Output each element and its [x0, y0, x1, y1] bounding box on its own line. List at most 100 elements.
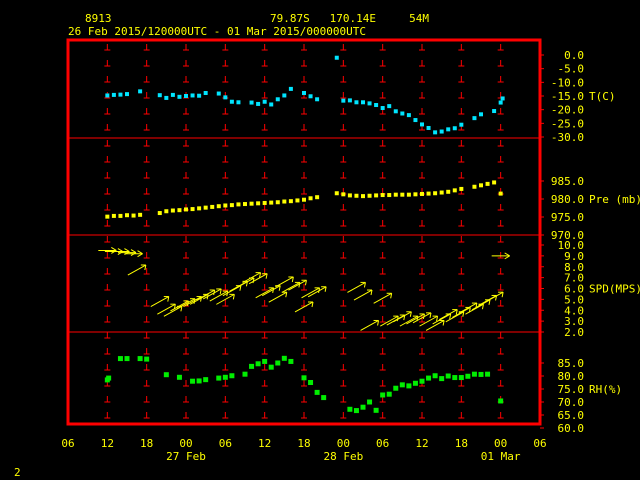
pressure-point: [210, 204, 215, 209]
humidity-point: [106, 375, 112, 381]
humidity-point: [347, 406, 353, 412]
wind-arrow: [268, 291, 288, 303]
temperature-point: [315, 97, 320, 102]
pressure-point: [282, 199, 287, 204]
wind-arrow: [491, 252, 510, 260]
temperature-point: [500, 96, 505, 101]
pressure-point: [184, 207, 188, 212]
wind-arrow: [242, 272, 262, 284]
humidity-point: [393, 385, 399, 391]
humidity-point: [478, 371, 484, 377]
temperature-point: [433, 130, 438, 135]
y-tick-label: 65.0: [558, 409, 585, 422]
pressure-point: [111, 213, 116, 218]
pressure-point: [439, 190, 444, 195]
humidity-point: [353, 408, 359, 414]
humidity-point: [426, 375, 432, 381]
x-tick-label: 00: [179, 437, 192, 450]
temperature-point: [275, 97, 280, 102]
humidity-point: [399, 382, 405, 388]
x-tick-label: 06: [61, 437, 74, 450]
pressure-point: [256, 201, 261, 206]
temperature-point: [498, 100, 503, 105]
pressure-point: [164, 209, 169, 214]
humidity-point: [124, 356, 130, 362]
temperature-point: [282, 93, 287, 98]
humidity-point: [229, 373, 235, 379]
temperature-point: [249, 100, 254, 105]
temperature-point: [479, 112, 483, 117]
temperature-point: [367, 101, 372, 106]
humidity-point: [144, 356, 150, 362]
pressure-point: [249, 201, 254, 206]
wind-arrow: [360, 319, 380, 331]
temperature-point: [472, 116, 477, 121]
pressure-point: [170, 208, 175, 213]
y-tick-label: -25.0: [551, 117, 584, 130]
wind-arrow: [288, 279, 307, 291]
temperature-point: [492, 109, 497, 114]
panel-label: RH(%): [589, 383, 622, 396]
wind-arrow: [176, 298, 196, 310]
pressure-point: [125, 213, 129, 218]
grid-layer: [104, 44, 504, 420]
humidity-point: [458, 375, 464, 381]
temperature-point: [190, 93, 195, 98]
pressure-point: [275, 200, 280, 205]
y-tick-label: 85.0: [558, 357, 585, 370]
pressure-point: [203, 205, 208, 210]
axis-layer: 06 12 18 00 06 12 18 00 06 12 18 00 06 27 Feb 28 Feb 01…: [61, 38, 640, 463]
temperature-point: [374, 103, 379, 108]
pressure-point: [492, 180, 497, 185]
humidity-point: [321, 395, 327, 401]
date-label: 27 Feb: [166, 450, 206, 463]
temperature-point: [413, 118, 418, 123]
y-tick-label: 985.0: [551, 175, 584, 188]
pressure-point: [262, 200, 267, 205]
y-tick-label: 10.0: [558, 239, 585, 252]
humidity-point: [419, 378, 425, 384]
wind-arrow: [170, 300, 189, 312]
pressure-point: [216, 204, 221, 209]
humidity-point: [471, 371, 477, 377]
y-tick-label: -30.0: [551, 131, 584, 144]
humidity-point: [498, 398, 504, 404]
y-tick-label: 75.0: [558, 383, 585, 396]
wind-arrow: [347, 281, 366, 293]
humidity-point: [373, 407, 379, 413]
temperature-point: [138, 89, 143, 94]
wind-arrow: [412, 312, 432, 324]
temperature-point: [354, 100, 359, 105]
pressure-point: [243, 202, 247, 207]
pressure-point: [367, 193, 372, 198]
pressure-point: [157, 211, 162, 216]
y-tick-label: 980.0: [551, 193, 584, 206]
temperature-point: [223, 95, 228, 100]
pressure-point: [400, 192, 405, 197]
humidity-point: [268, 364, 274, 370]
date-label: 28 Feb: [323, 450, 363, 463]
temperature-point: [105, 93, 110, 98]
x-tick-label: 12: [101, 437, 114, 450]
temperature-point: [426, 125, 431, 130]
temperature-point: [157, 93, 162, 98]
pressure-point: [118, 213, 123, 218]
temperature-point: [229, 99, 234, 104]
temperature-point: [439, 129, 444, 134]
wind-arrow: [202, 288, 222, 300]
wind-arrow: [393, 311, 412, 323]
humidity-point: [485, 371, 491, 377]
pressure-point: [315, 195, 320, 200]
humidity-point: [465, 373, 471, 379]
humidity-point: [275, 360, 281, 366]
pressure-point: [354, 193, 359, 198]
panel-label: Pre (mb): [589, 193, 640, 206]
wind-arrow: [419, 315, 439, 327]
pressure-point: [341, 192, 346, 197]
wind-arrow: [432, 313, 452, 325]
wind-arrow: [127, 264, 147, 276]
pressure-point: [452, 188, 457, 193]
y-tick-label: 0.0: [564, 49, 584, 62]
pressure-point: [393, 192, 398, 197]
temperature-point: [125, 92, 129, 97]
